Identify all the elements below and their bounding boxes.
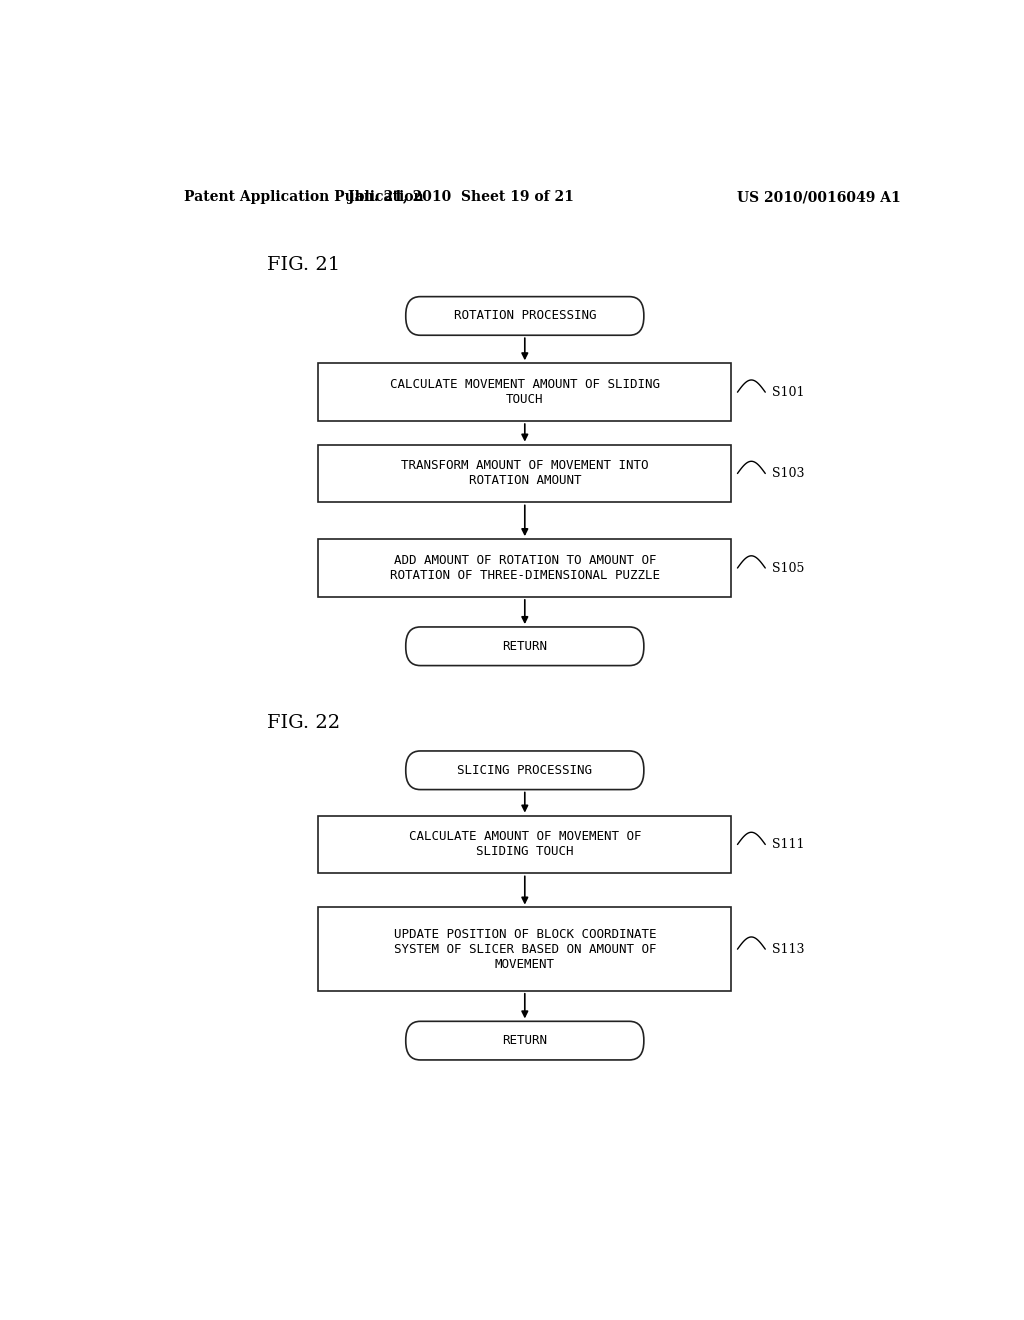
Text: Jan. 21, 2010  Sheet 19 of 21: Jan. 21, 2010 Sheet 19 of 21: [348, 190, 574, 205]
Bar: [318, 907, 731, 991]
Text: S103: S103: [772, 467, 804, 480]
Text: UPDATE POSITION OF BLOCK COORDINATE
SYSTEM OF SLICER BASED ON AMOUNT OF
MOVEMENT: UPDATE POSITION OF BLOCK COORDINATE SYST…: [393, 928, 656, 970]
FancyBboxPatch shape: [406, 627, 644, 665]
FancyBboxPatch shape: [406, 297, 644, 335]
Bar: [318, 539, 731, 597]
Text: CALCULATE MOVEMENT AMOUNT OF SLIDING
TOUCH: CALCULATE MOVEMENT AMOUNT OF SLIDING TOU…: [390, 378, 659, 407]
Text: RETURN: RETURN: [503, 640, 547, 653]
FancyBboxPatch shape: [406, 751, 644, 789]
Text: S113: S113: [772, 942, 804, 956]
Text: ADD AMOUNT OF ROTATION TO AMOUNT OF
ROTATION OF THREE-DIMENSIONAL PUZZLE: ADD AMOUNT OF ROTATION TO AMOUNT OF ROTA…: [390, 554, 659, 582]
FancyBboxPatch shape: [406, 1022, 644, 1060]
Text: S111: S111: [772, 838, 804, 851]
Bar: [318, 445, 731, 503]
Text: S101: S101: [772, 385, 804, 399]
Text: FIG. 21: FIG. 21: [267, 256, 340, 275]
Text: US 2010/0016049 A1: US 2010/0016049 A1: [736, 190, 900, 205]
Text: S105: S105: [772, 561, 804, 574]
Text: CALCULATE AMOUNT OF MOVEMENT OF
SLIDING TOUCH: CALCULATE AMOUNT OF MOVEMENT OF SLIDING …: [409, 830, 641, 858]
Text: SLICING PROCESSING: SLICING PROCESSING: [458, 764, 592, 776]
Text: RETURN: RETURN: [503, 1034, 547, 1047]
Text: TRANSFORM AMOUNT OF MOVEMENT INTO
ROTATION AMOUNT: TRANSFORM AMOUNT OF MOVEMENT INTO ROTATI…: [401, 459, 648, 487]
Bar: [318, 363, 731, 421]
Text: FIG. 22: FIG. 22: [267, 714, 340, 731]
Text: Patent Application Publication: Patent Application Publication: [183, 190, 423, 205]
Text: ROTATION PROCESSING: ROTATION PROCESSING: [454, 309, 596, 322]
Bar: [318, 816, 731, 874]
